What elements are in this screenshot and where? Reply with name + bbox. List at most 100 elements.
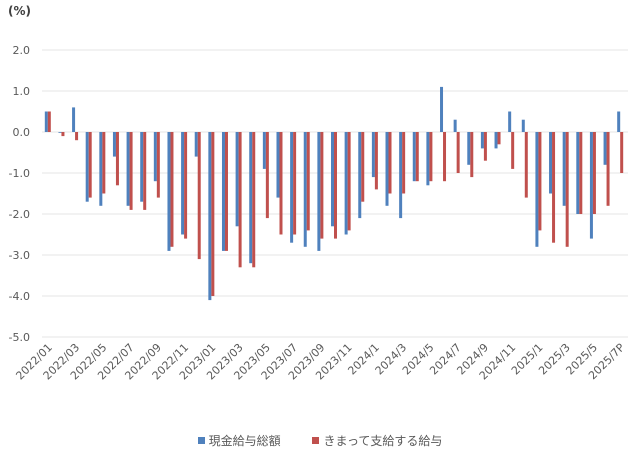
bar-scheduled	[265, 132, 269, 219]
bar-scheduled	[374, 132, 378, 190]
bar-scheduled	[538, 132, 542, 231]
y-tick-label: -4.0	[9, 290, 30, 303]
bar-total-cash	[412, 132, 416, 182]
y-tick-label: -5.0	[9, 331, 30, 344]
bar-scheduled	[184, 132, 188, 239]
bar-scheduled	[279, 132, 283, 235]
bar-total-cash	[480, 132, 484, 149]
bar-scheduled	[347, 132, 351, 231]
bar-scheduled	[524, 132, 528, 198]
bar-scheduled	[320, 132, 324, 239]
bar-scheduled	[620, 132, 624, 173]
bar-scheduled	[334, 132, 337, 239]
bar-total-cash	[535, 132, 539, 247]
bar-total-cash	[358, 132, 362, 219]
bar-scheduled	[211, 132, 215, 296]
bar-total-cash	[371, 132, 375, 178]
bar-scheduled	[306, 132, 310, 231]
bar-total-cash	[194, 132, 198, 157]
y-tick-label: 2.0	[13, 44, 31, 57]
bar-scheduled	[156, 132, 160, 198]
bar-total-cash	[167, 132, 171, 251]
bar-scheduled	[143, 132, 147, 210]
bar-total-cash	[221, 132, 225, 251]
legend-item-scheduled-earnings: きまって支給する給与	[312, 432, 442, 449]
bar-scheduled	[238, 132, 242, 268]
legend-item-total-cash-earnings: 現金給与総額	[197, 432, 281, 449]
bar-scheduled	[170, 132, 174, 247]
bar-total-cash	[549, 132, 553, 194]
bar-scheduled	[388, 132, 392, 194]
y-tick-label: 0.0	[13, 126, 31, 139]
bar-total-cash	[153, 132, 157, 182]
y-axis-unit-label: (%)	[8, 4, 31, 18]
legend-label: きまって支給する給与	[323, 434, 443, 448]
bar-scheduled	[252, 132, 256, 268]
bar-scheduled	[88, 132, 92, 198]
bar-total-cash	[331, 132, 334, 227]
chart-legend: 現金給与総額 きまって支給する給与	[0, 432, 640, 449]
bar-scheduled	[497, 132, 501, 145]
bar-scheduled	[129, 132, 133, 210]
bar-total-cash	[72, 107, 76, 132]
bar-scheduled	[61, 132, 65, 137]
bar-total-cash	[290, 132, 294, 243]
bar-total-cash	[617, 111, 621, 132]
bar-total-cash	[181, 132, 185, 235]
bar-total-cash	[344, 132, 348, 235]
bar-scheduled	[102, 132, 106, 194]
bar-scheduled	[115, 132, 119, 186]
bar-total-cash	[140, 132, 144, 202]
y-tick-label: 1.0	[13, 85, 31, 98]
bar-total-cash	[276, 132, 280, 198]
legend-label: 現金給与総額	[208, 434, 281, 448]
bar-total-cash	[589, 132, 593, 239]
bar-total-cash	[303, 132, 307, 247]
y-tick-label: -1.0	[9, 167, 30, 180]
bar-total-cash	[453, 119, 457, 132]
bar-total-cash	[426, 132, 430, 186]
bar-total-cash	[85, 132, 89, 202]
bar-total-cash	[440, 86, 444, 132]
legend-swatch-blue-icon	[197, 437, 205, 444]
bar-scheduled	[197, 132, 201, 260]
bar-scheduled	[429, 132, 433, 182]
bar-total-cash	[262, 132, 266, 169]
bar-total-cash	[603, 132, 607, 165]
bar-scheduled	[75, 132, 79, 141]
bar-scheduled	[47, 111, 51, 132]
bar-scheduled	[224, 132, 228, 251]
bar-total-cash	[576, 132, 580, 214]
y-tick-label: -3.0	[9, 249, 30, 262]
bar-total-cash	[508, 111, 512, 132]
y-tick-label: -2.0	[9, 208, 30, 221]
bar-total-cash	[494, 132, 498, 149]
bar-scheduled	[361, 132, 365, 202]
bar-total-cash	[44, 111, 48, 132]
bar-total-cash	[249, 132, 253, 264]
bar-scheduled	[579, 132, 583, 214]
bar-scheduled	[415, 132, 419, 182]
bar-scheduled	[552, 132, 556, 243]
bar-total-cash	[208, 132, 212, 301]
bar-total-cash	[235, 132, 239, 227]
bar-scheduled	[565, 132, 569, 247]
bar-total-cash	[317, 132, 321, 251]
bar-scheduled	[402, 132, 406, 194]
bar-scheduled	[456, 132, 460, 173]
bar-total-cash	[399, 132, 403, 219]
bar-total-cash	[562, 132, 566, 206]
bar-scheduled	[592, 132, 596, 214]
bar-scheduled	[470, 132, 474, 178]
bar-total-cash	[58, 132, 62, 133]
bar-total-cash	[467, 132, 471, 165]
bar-scheduled	[483, 132, 487, 161]
bar-total-cash	[385, 132, 389, 206]
bar-scheduled	[443, 132, 447, 182]
bar-scheduled	[511, 132, 515, 169]
bar-total-cash	[99, 132, 103, 206]
legend-swatch-red-icon	[312, 437, 320, 444]
bar-total-cash	[126, 132, 130, 206]
bar-scheduled	[606, 132, 610, 206]
